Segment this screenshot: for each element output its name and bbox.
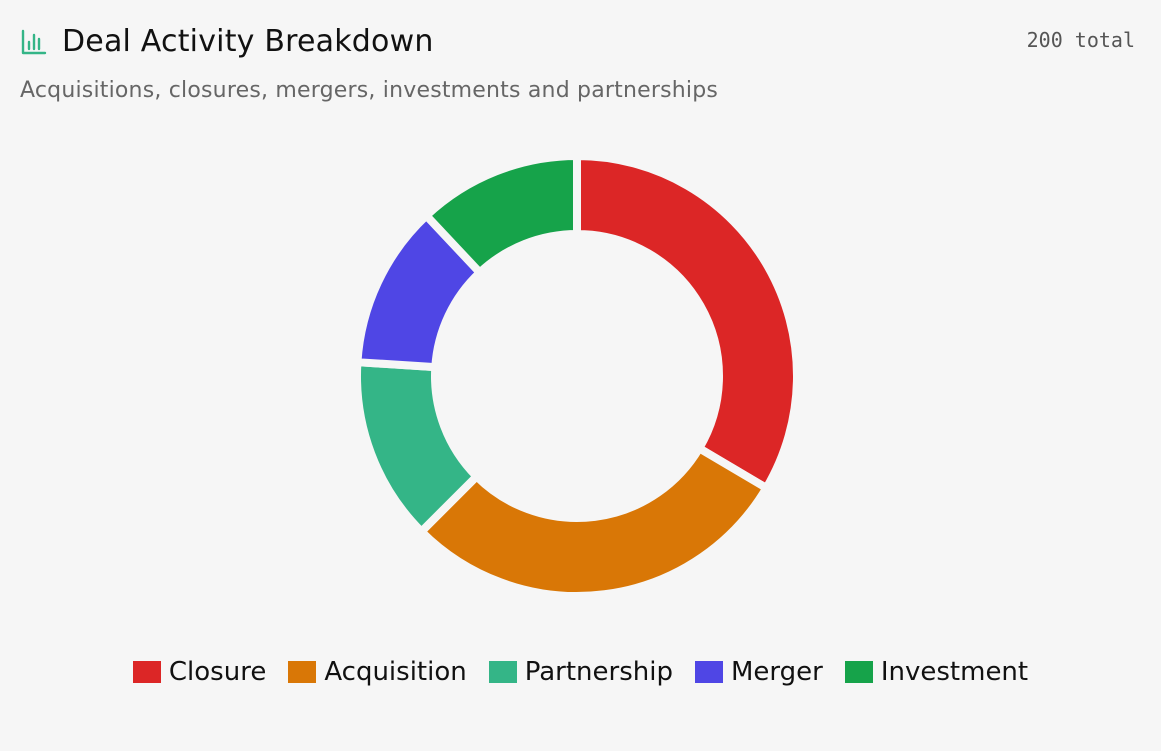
legend-label: Partnership — [524, 657, 673, 687]
legend-item-closure[interactable]: Closure — [132, 657, 267, 687]
legend-item-acquisition[interactable]: Acquisition — [288, 657, 467, 687]
legend-swatch — [132, 661, 161, 683]
total-count: 200 total — [1026, 28, 1135, 52]
legend-swatch — [288, 661, 317, 683]
legend-item-investment[interactable]: Investment — [844, 657, 1029, 687]
donut-slice-acquisition[interactable] — [415, 442, 772, 600]
chart-subtitle: Acquisitions, closures, mergers, investm… — [20, 78, 719, 103]
legend-label: Acquisition — [324, 657, 467, 687]
bar-chart-icon — [21, 29, 47, 55]
donut-slice-investment[interactable] — [420, 151, 581, 279]
legend-label: Closure — [168, 657, 267, 687]
legend-item-partnership[interactable]: Partnership — [488, 657, 673, 687]
legend-label: Merger — [730, 657, 823, 687]
legend-swatch — [488, 661, 517, 683]
chart-title: Deal Activity Breakdown — [62, 24, 434, 59]
title-group: Deal Activity Breakdown — [20, 22, 434, 62]
donut-slice-closure[interactable] — [573, 151, 801, 494]
legend-swatch — [694, 661, 723, 683]
chart-header: Deal Activity Breakdown 200 total — [20, 22, 1135, 66]
chart-legend: Closure Acquisition Partnership Merger Inves… — [0, 657, 1161, 687]
legend-item-merger[interactable]: Merger — [694, 657, 823, 687]
legend-label: Investment — [880, 657, 1029, 687]
legend-swatch — [844, 661, 873, 683]
